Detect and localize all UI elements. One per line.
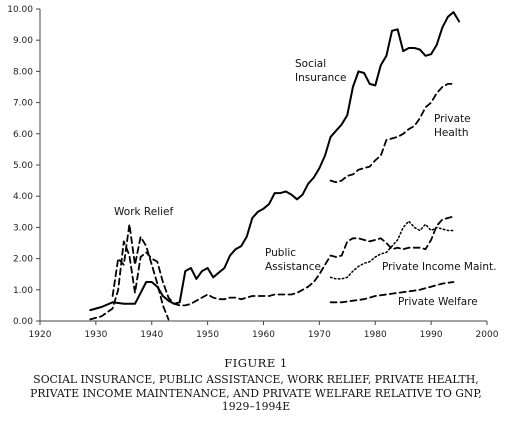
series-line-work-relief (111, 223, 170, 321)
y-tick-label: 6.00 (13, 130, 33, 140)
x-tick-label: 1980 (364, 330, 387, 340)
series-label: Health (434, 127, 468, 139)
y-tick-label: 9.00 (13, 36, 33, 46)
series-label: Insurance (295, 72, 347, 84)
y-tick-label: 4.00 (13, 192, 33, 202)
figure-caption: SOCIAL INSURANCE, PUBLIC ASSISTANCE, WOR… (0, 373, 512, 414)
x-tick-label: 2000 (476, 330, 499, 340)
series-label: Private Welfare (398, 296, 478, 308)
series-line-social-insurance (89, 11, 461, 312)
y-tick-label: 5.00 (13, 161, 33, 171)
y-tick-label: 10.00 (7, 5, 33, 15)
figure-number: FIGURE 1 (224, 356, 288, 370)
caption-line: 1929–1994E (221, 400, 291, 413)
series-label: Public (265, 247, 296, 259)
series-line-private-income-maint (329, 220, 455, 280)
y-tick-label: 2.00 (13, 255, 33, 265)
series-label: Assistance (265, 261, 321, 273)
y-tick-label: 1.00 (13, 286, 33, 296)
x-tick-label: 1930 (84, 330, 107, 340)
x-tick-label: 1940 (140, 330, 163, 340)
y-tick-label: 8.00 (13, 67, 33, 77)
y-tick-label: 7.00 (13, 99, 33, 109)
chart-plot: 0.00 1.00 2.00 3.00 4.00 5.00 6.00 7.00 8.00 9.00… (7, 5, 498, 340)
series-label: Social (295, 58, 326, 70)
x-tick-label: 1970 (308, 330, 331, 340)
caption-line: SOCIAL INSURANCE, PUBLIC ASSISTANCE, WOR… (33, 373, 479, 386)
series-label: Private (434, 113, 471, 125)
series-labels: Social Insurance Public Assistance Work Reli… (114, 58, 496, 308)
series-lines (89, 11, 461, 321)
caption-line: PRIVATE INCOME MAINTENANCE, AND PRIVATE … (30, 386, 482, 400)
x-tick-label: 1960 (252, 330, 275, 340)
x-tick-label: 1920 (29, 330, 52, 340)
x-tick-label: 1950 (196, 330, 219, 340)
series-line-private-welfare (329, 281, 455, 304)
series-label: Private Income Maint. (382, 261, 496, 273)
series-line-public-assistance (89, 215, 455, 321)
series-line-private-health (329, 83, 455, 184)
y-tick-label: 3.00 (13, 223, 33, 233)
series-label: Work Relief (114, 206, 174, 218)
y-tick-label: 0.00 (13, 317, 33, 327)
x-tick-label: 1990 (420, 330, 443, 340)
axes: 0.00 1.00 2.00 3.00 4.00 5.00 6.00 7.00 8.00 9.00… (7, 5, 498, 340)
